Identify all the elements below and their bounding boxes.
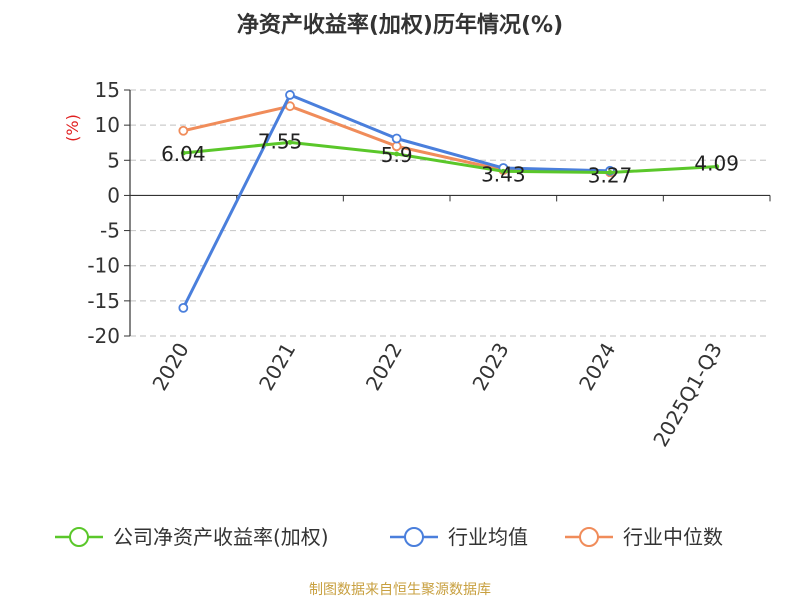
series-line — [181, 93, 611, 309]
data-point — [607, 169, 613, 175]
gridlines — [130, 89, 770, 337]
data-point — [394, 151, 400, 157]
data-point — [285, 90, 295, 100]
source-note: 制图数据来自恒生聚源数据库 — [309, 582, 491, 598]
data-point — [714, 164, 720, 170]
data-label: 6.04 — [161, 142, 206, 166]
data-label: 7.55 — [258, 129, 303, 153]
legend-label: 行业均值 — [448, 525, 528, 549]
data-label: 4.09 — [694, 152, 739, 176]
y-tick-labels: 15 10 5 0 -5 -10 -15 -20 — [87, 78, 120, 348]
x-tick-label: 2021 — [254, 339, 300, 395]
y-tick-label: 0 — [107, 183, 120, 207]
chart-title: 净资产收益率(加权)历年情况(%) — [237, 12, 563, 38]
legend-marker — [69, 527, 89, 547]
data-label: 3.43 — [481, 162, 526, 186]
x-tick-label: 2023 — [467, 339, 513, 395]
data-point — [391, 133, 402, 144]
legend-marker — [579, 527, 599, 547]
legend-marker — [404, 527, 424, 547]
legend-label: 公司净资产收益率(加权) — [113, 525, 329, 549]
series-line — [183, 140, 717, 174]
data-point — [178, 125, 189, 136]
data-point — [287, 139, 293, 145]
x-tick-label: 2024 — [574, 339, 620, 395]
data-point — [500, 168, 506, 174]
y-tick-label: -5 — [100, 219, 120, 243]
legend-label: 行业中位数 — [623, 525, 723, 549]
y-tick-label: -15 — [87, 289, 120, 313]
y-tick-label: -10 — [87, 254, 120, 278]
data-label: 5.9 — [381, 143, 413, 167]
series-group — [178, 90, 720, 313]
x-tick-labels: 2020 2021 2022 2023 2024 2025Q1-Q3 — [147, 339, 727, 451]
axes — [124, 89, 771, 337]
data-point — [180, 150, 186, 156]
x-tick-label: 2022 — [361, 339, 407, 395]
y-axis-label: (%) — [63, 114, 82, 142]
data-label: 3.27 — [588, 163, 633, 187]
y-tick-label: 10 — [95, 113, 120, 137]
y-tick-label: 15 — [95, 78, 120, 102]
x-tick-label: 2020 — [147, 339, 193, 395]
data-labels: 6.04 7.55 5.9 3.43 3.27 4.09 — [161, 129, 739, 187]
y-tick-label: -20 — [87, 324, 120, 348]
data-point — [178, 302, 189, 313]
x-tick-label: 2025Q1-Q3 — [648, 339, 727, 451]
y-tick-label: 5 — [107, 148, 120, 172]
legend: 公司净资产收益率(加权) 行业均值 行业中位数 — [55, 525, 723, 549]
